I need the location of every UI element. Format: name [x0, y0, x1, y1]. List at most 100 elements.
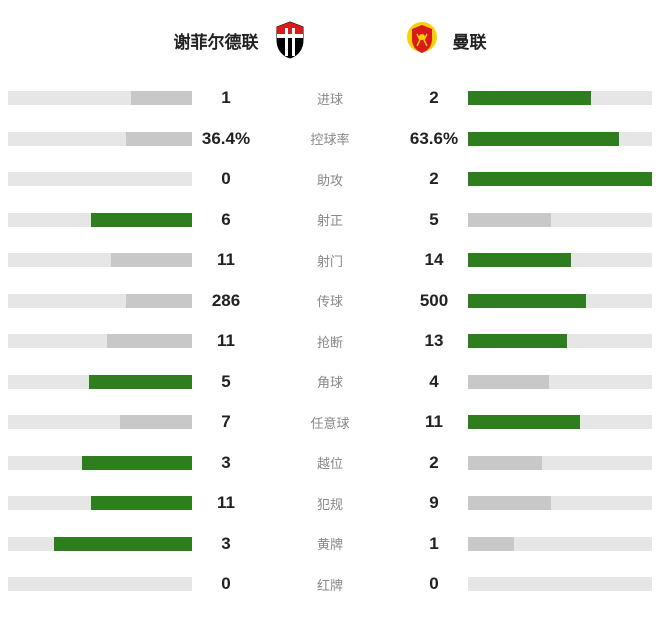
- bar-left: [8, 456, 192, 470]
- bar-left: [8, 172, 192, 186]
- bar-left-fill: [120, 415, 192, 429]
- stat-label: 抢断: [260, 332, 400, 351]
- stat-row: 286传球500: [0, 281, 660, 322]
- stat-value-left: 36.4%: [192, 129, 260, 149]
- teams-header: 谢菲尔德联: [0, 12, 660, 68]
- stat-row: 11抢断13: [0, 321, 660, 362]
- bar-left-fill: [111, 253, 192, 267]
- bar-left-fill: [91, 213, 192, 227]
- stat-value-left: 3: [192, 534, 260, 554]
- bar-right-fill: [468, 253, 571, 267]
- stat-label: 射门: [260, 251, 400, 270]
- team-right-crest-icon: [405, 20, 439, 60]
- bar-left: [8, 132, 192, 146]
- bar-left-fill: [91, 496, 192, 510]
- stat-value-left: 7: [192, 412, 260, 432]
- stat-value-right: 63.6%: [400, 129, 468, 149]
- bar-right: [468, 91, 652, 105]
- stat-value-right: 2: [400, 88, 468, 108]
- stat-value-left: 11: [192, 331, 260, 351]
- stat-label: 黄牌: [260, 534, 400, 553]
- stat-value-left: 286: [192, 291, 260, 311]
- bar-left-fill: [126, 132, 192, 146]
- stat-label: 射正: [260, 210, 400, 229]
- bar-left-fill: [82, 456, 192, 470]
- bar-left: [8, 213, 192, 227]
- stat-value-right: 2: [400, 453, 468, 473]
- stat-label: 犯规: [260, 494, 400, 513]
- stat-row: 36.4%控球率63.6%: [0, 119, 660, 160]
- stat-label: 红牌: [260, 575, 400, 594]
- stat-value-right: 500: [400, 291, 468, 311]
- stat-row: 6射正5: [0, 200, 660, 241]
- bar-right-fill: [468, 213, 551, 227]
- stat-value-right: 2: [400, 169, 468, 189]
- stat-value-right: 5: [400, 210, 468, 230]
- bar-right-fill: [468, 496, 551, 510]
- stat-row: 11犯规9: [0, 483, 660, 524]
- bar-right: [468, 456, 652, 470]
- bar-left: [8, 253, 192, 267]
- stat-value-right: 9: [400, 493, 468, 513]
- stat-label: 控球率: [260, 129, 400, 148]
- bar-right: [468, 415, 652, 429]
- stat-label: 越位: [260, 453, 400, 472]
- stat-label: 任意球: [260, 413, 400, 432]
- stat-value-left: 6: [192, 210, 260, 230]
- bar-left-fill: [131, 91, 192, 105]
- bar-right-fill: [468, 132, 619, 146]
- bar-right-fill: [468, 375, 549, 389]
- stat-value-right: 11: [400, 412, 468, 432]
- team-left-crest-icon: [273, 20, 307, 60]
- stat-row: 3越位2: [0, 443, 660, 484]
- team-left-name: 谢菲尔德联: [174, 28, 259, 53]
- stat-value-left: 11: [192, 493, 260, 513]
- stat-row: 0红牌0: [0, 564, 660, 605]
- bar-right-fill: [468, 294, 586, 308]
- bar-left-fill: [54, 537, 192, 551]
- stat-label: 传球: [260, 291, 400, 310]
- stat-label: 进球: [260, 89, 400, 108]
- bar-right-fill: [468, 537, 514, 551]
- bar-left-fill: [89, 375, 192, 389]
- bar-right: [468, 537, 652, 551]
- bar-left: [8, 91, 192, 105]
- stat-value-right: 4: [400, 372, 468, 392]
- team-left: 谢菲尔德联: [174, 20, 307, 60]
- bar-left: [8, 577, 192, 591]
- bar-right: [468, 577, 652, 591]
- stat-row: 7任意球11: [0, 402, 660, 443]
- bar-right-fill: [468, 91, 591, 105]
- stat-value-right: 13: [400, 331, 468, 351]
- bar-right: [468, 132, 652, 146]
- bar-right: [468, 334, 652, 348]
- stat-label: 助攻: [260, 170, 400, 189]
- match-stats-panel: 谢菲尔德联: [0, 0, 660, 617]
- stat-value-right: 14: [400, 250, 468, 270]
- stat-row: 1进球2: [0, 78, 660, 119]
- stats-rows: 1进球236.4%控球率63.6%0助攻26射正511射门14286传球5001…: [0, 78, 660, 605]
- stat-row: 11射门14: [0, 240, 660, 281]
- bar-right-fill: [468, 172, 652, 186]
- bar-left: [8, 415, 192, 429]
- bar-left: [8, 537, 192, 551]
- stat-value-left: 1: [192, 88, 260, 108]
- bar-right-fill: [468, 456, 542, 470]
- bar-right: [468, 496, 652, 510]
- stat-value-left: 0: [192, 574, 260, 594]
- bar-left-fill: [107, 334, 192, 348]
- stat-row: 3黄牌1: [0, 524, 660, 565]
- team-right-name: 曼联: [453, 28, 487, 53]
- bar-right: [468, 172, 652, 186]
- stat-value-right: 0: [400, 574, 468, 594]
- bar-left-fill: [126, 294, 192, 308]
- bar-right-fill: [468, 334, 567, 348]
- bar-right-fill: [468, 415, 580, 429]
- stat-value-left: 3: [192, 453, 260, 473]
- bar-left: [8, 294, 192, 308]
- stat-value-left: 11: [192, 250, 260, 270]
- bar-right: [468, 375, 652, 389]
- bar-left: [8, 334, 192, 348]
- stat-value-right: 1: [400, 534, 468, 554]
- bar-right: [468, 294, 652, 308]
